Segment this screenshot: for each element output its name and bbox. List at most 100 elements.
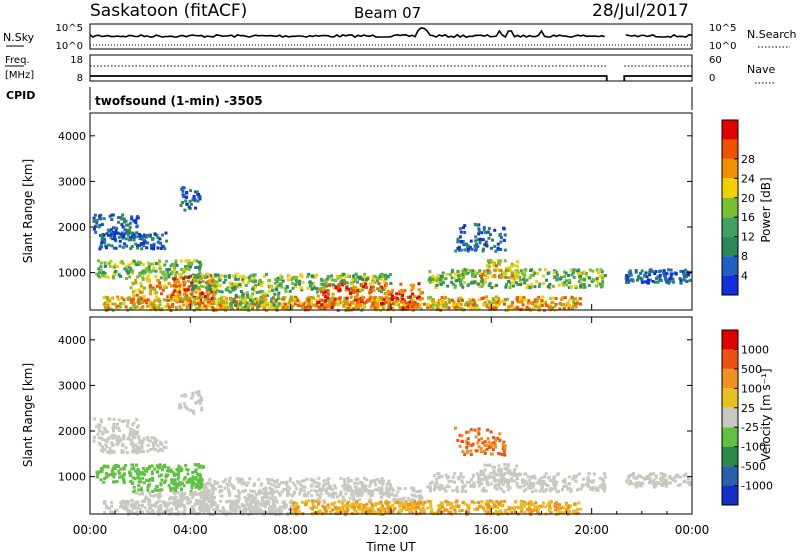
data-cell (267, 501, 271, 505)
data-cell (197, 390, 201, 394)
data-cell (345, 286, 349, 290)
data-cell (136, 300, 140, 304)
data-cell (133, 489, 137, 493)
data-cell (270, 297, 274, 301)
data-cell (176, 502, 180, 506)
data-cell (629, 271, 633, 275)
data-cell (669, 268, 673, 272)
data-cell (141, 278, 145, 281)
data-cell (179, 405, 183, 409)
data-cell (656, 275, 660, 279)
data-cell (438, 475, 442, 479)
data-cell (396, 486, 400, 490)
data-cell (562, 306, 566, 310)
data-cell (416, 501, 420, 505)
data-cell (129, 246, 133, 250)
data-cell (110, 470, 114, 474)
data-cell (117, 220, 121, 224)
data-cell (530, 475, 534, 479)
data-cell (143, 469, 147, 473)
data-cell (512, 479, 516, 483)
data-cell (223, 274, 227, 278)
data-cell (178, 284, 182, 288)
data-cell (291, 501, 295, 505)
data-cell (384, 486, 388, 490)
data-cell (347, 504, 351, 508)
data-cell (688, 483, 692, 487)
data-cell (577, 472, 581, 476)
data-cell (105, 439, 109, 443)
data-cell (578, 302, 582, 306)
data-cell (297, 481, 301, 485)
data-cell (117, 273, 121, 277)
data-cell (391, 488, 395, 492)
data-cell (215, 282, 219, 286)
data-cell (271, 499, 275, 503)
data-cell (257, 492, 261, 496)
data-cell (412, 283, 416, 287)
data-cell (244, 298, 248, 302)
beam-title: Beam 07 (354, 4, 421, 22)
data-cell (138, 271, 142, 275)
data-cell (201, 505, 205, 509)
data-cell (418, 511, 422, 515)
data-cell (200, 500, 204, 504)
data-cell (468, 245, 472, 249)
data-cell (241, 299, 245, 303)
data-cell (459, 230, 463, 234)
data-cell (259, 290, 262, 294)
data-cell (173, 491, 177, 495)
data-cell (158, 463, 162, 467)
data-cell (251, 306, 255, 310)
data-cell (544, 482, 548, 486)
data-cell (336, 495, 339, 499)
data-cell (101, 438, 105, 441)
data-cell (145, 509, 149, 513)
data-cell (459, 239, 463, 243)
data-cell (309, 478, 313, 482)
data-cell (199, 496, 203, 500)
data-cell (374, 488, 378, 492)
data-cell (487, 284, 491, 288)
data-cell (471, 269, 475, 273)
data-cell (501, 275, 505, 279)
data-cell (687, 477, 691, 480)
data-cell (509, 506, 513, 510)
data-cell (189, 189, 193, 193)
data-cell (180, 495, 184, 499)
data-cell (379, 490, 383, 493)
data-cell (267, 306, 271, 310)
data-cell (173, 298, 177, 302)
data-cell (504, 275, 508, 279)
data-cell (315, 499, 319, 503)
data-cell (135, 263, 139, 267)
data-cell (260, 503, 264, 507)
data-cell (122, 478, 126, 482)
data-cell (251, 287, 255, 291)
data-cell (250, 494, 254, 498)
data-cell (194, 297, 198, 300)
data-cell (374, 502, 378, 506)
data-cell (510, 274, 514, 278)
data-cell (447, 298, 451, 302)
data-cell (188, 303, 191, 307)
data-cell (129, 306, 132, 310)
data-cell (127, 229, 131, 232)
data-cell (488, 269, 492, 273)
data-cell (121, 443, 125, 447)
data-cell (533, 271, 537, 275)
data-cell (170, 510, 173, 514)
data-cell (429, 487, 432, 491)
data-cell (504, 285, 508, 289)
data-cell (201, 285, 205, 289)
data-cell (593, 472, 596, 476)
data-cell (429, 504, 433, 508)
data-cell (402, 506, 405, 510)
noise-sky-trace (89, 27, 693, 39)
data-cell (183, 508, 187, 511)
data-cell (228, 499, 232, 503)
data-cell (537, 507, 541, 511)
data-cell (458, 235, 462, 239)
data-cell (192, 492, 196, 496)
data-cell (381, 306, 385, 310)
